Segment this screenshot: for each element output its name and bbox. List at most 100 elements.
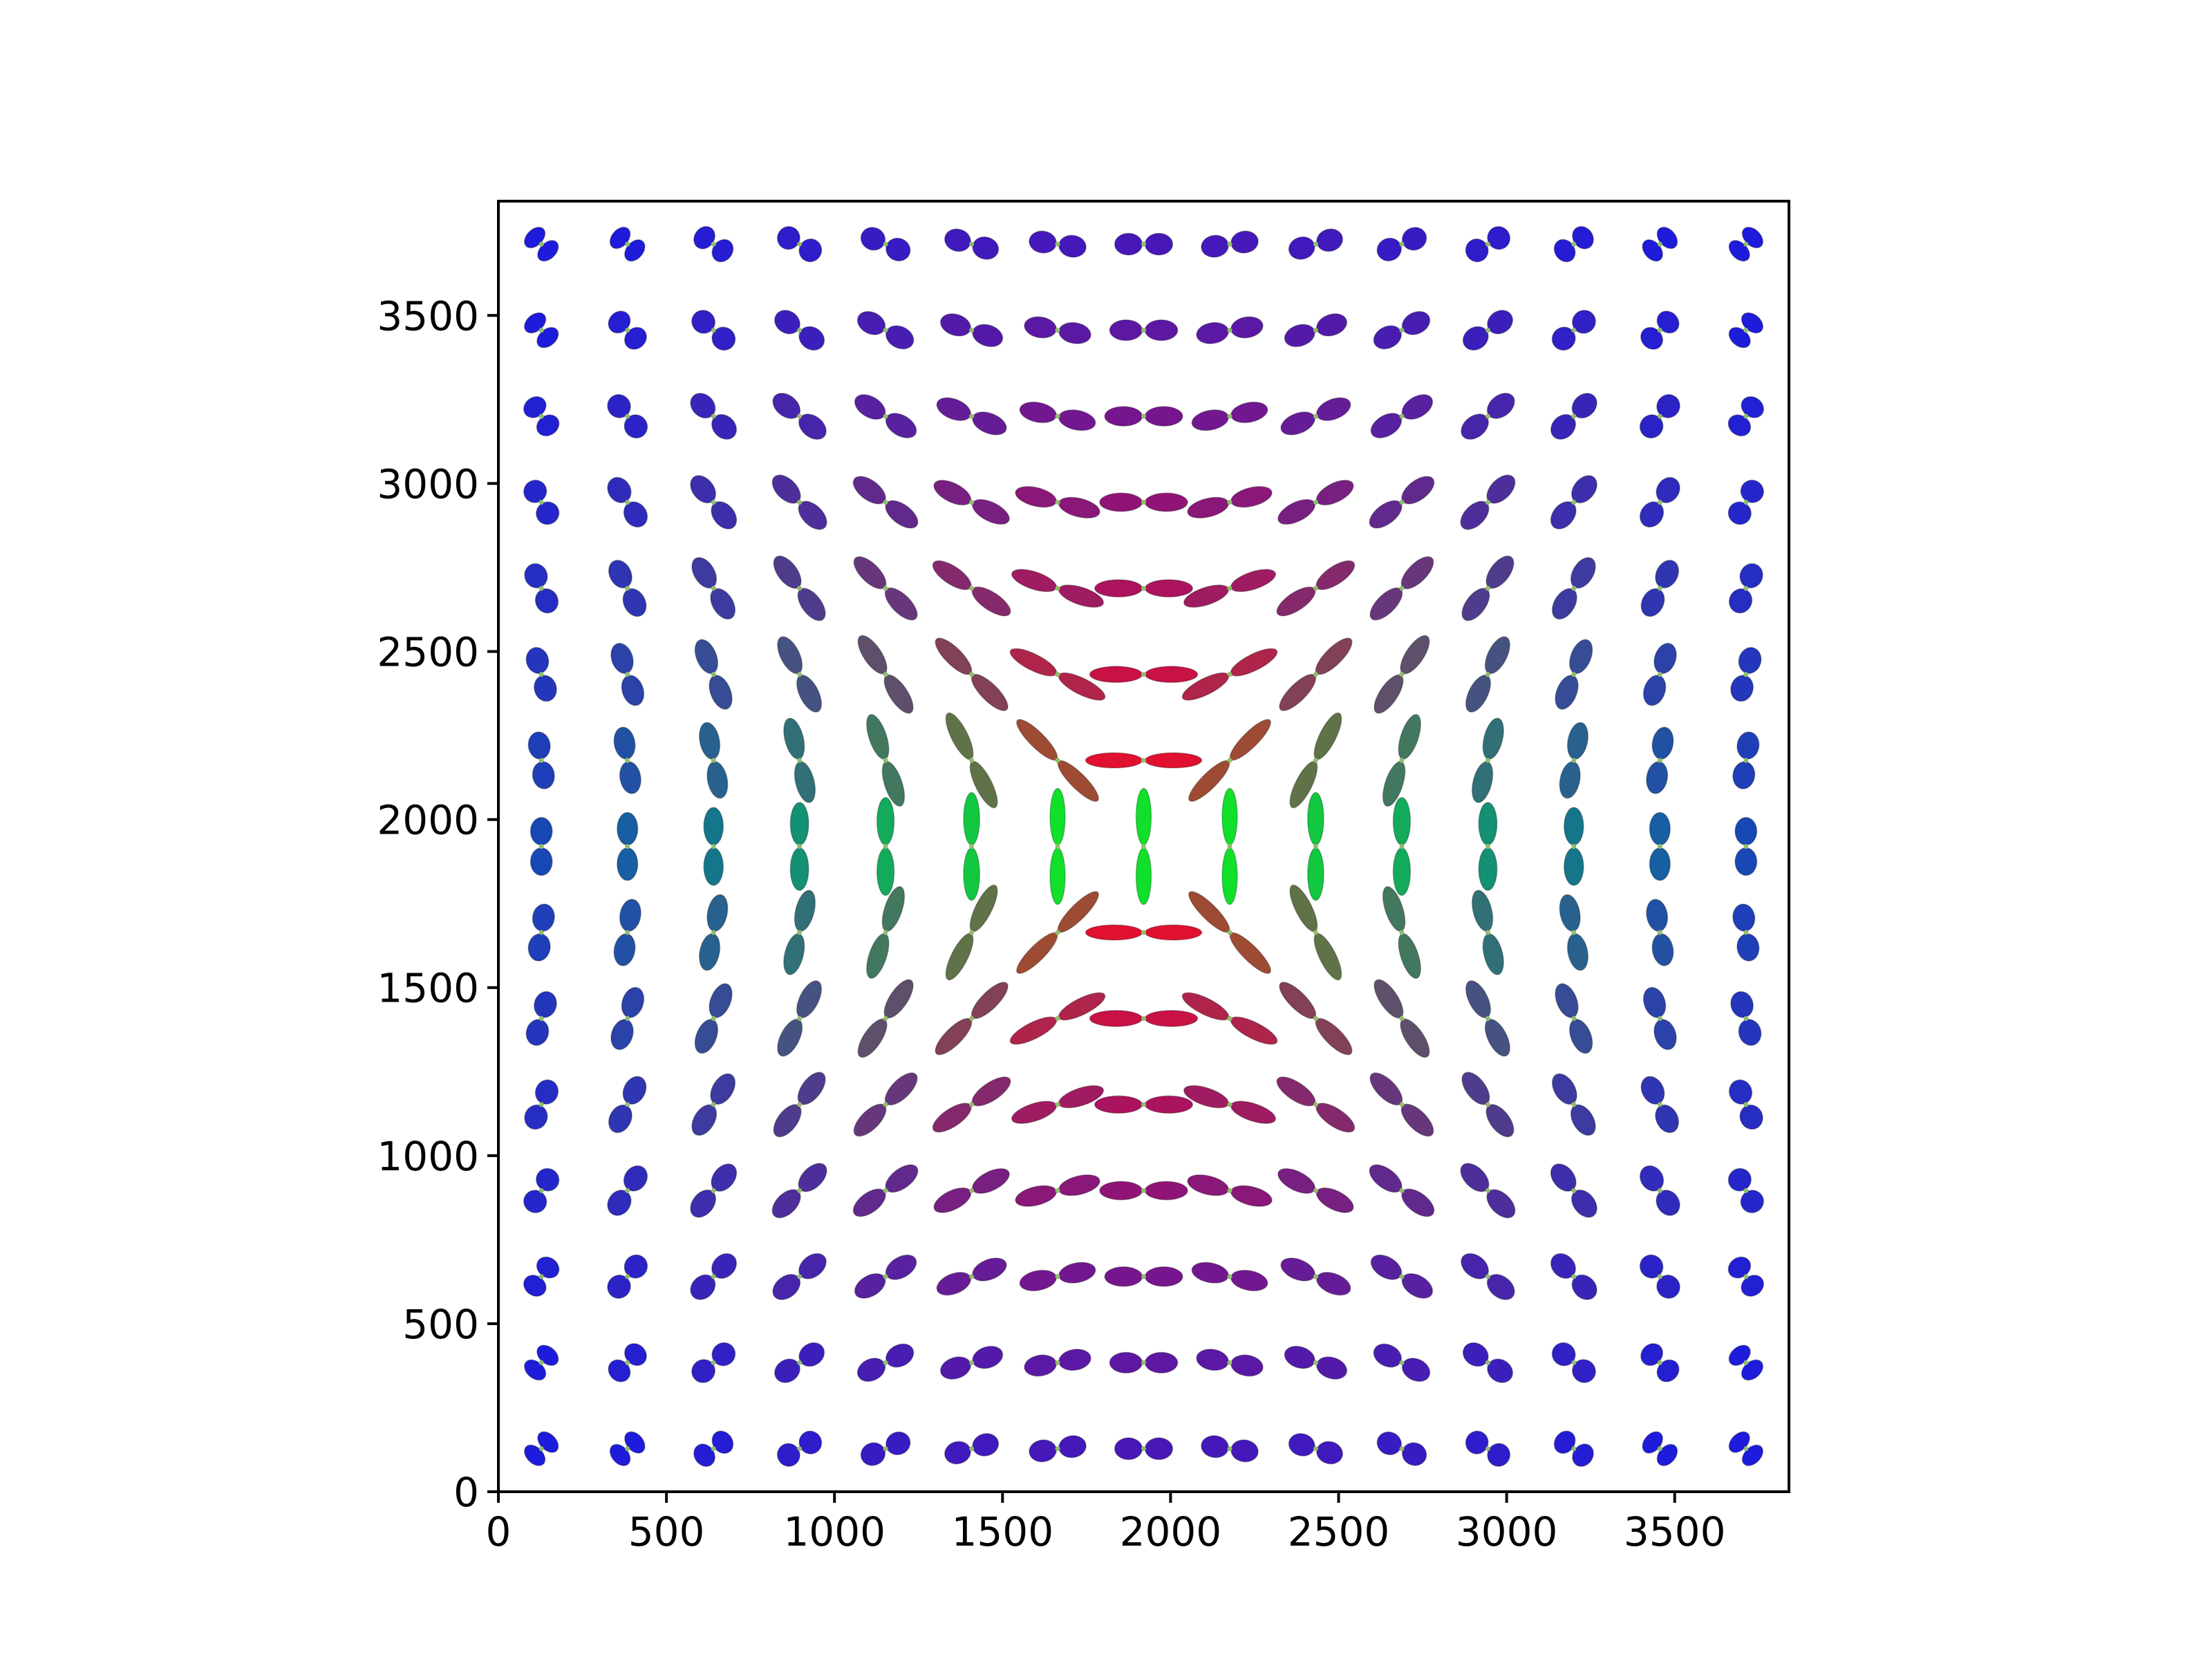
glyph-lobe bbox=[1728, 240, 1750, 262]
glyph-center bbox=[1571, 585, 1577, 591]
orientation-glyph bbox=[1461, 555, 1515, 621]
glyph-center bbox=[625, 241, 630, 247]
glyph-center bbox=[797, 1360, 803, 1365]
glyph-lobe bbox=[1049, 847, 1066, 906]
glyph-center bbox=[1399, 1360, 1405, 1365]
glyph-center bbox=[625, 758, 630, 763]
orientation-glyph bbox=[1188, 719, 1271, 802]
glyph-lobe bbox=[1478, 802, 1498, 846]
glyph-center bbox=[625, 1360, 630, 1365]
glyph-center bbox=[711, 1188, 716, 1193]
glyph-lobe bbox=[1058, 1085, 1105, 1109]
orientation-glyph bbox=[1104, 406, 1183, 427]
orientation-glyph bbox=[1550, 1253, 1597, 1300]
glyph-center bbox=[1743, 844, 1749, 849]
orientation-glyph bbox=[1728, 226, 1764, 262]
glyph-center bbox=[1571, 241, 1577, 247]
glyph-lobe bbox=[1024, 316, 1057, 339]
orientation-glyph bbox=[690, 393, 738, 440]
orientation-glyph bbox=[1016, 891, 1099, 974]
orientation-glyph bbox=[1369, 1164, 1435, 1217]
orientation-glyph bbox=[853, 1072, 918, 1137]
glyph-center bbox=[1657, 1015, 1662, 1021]
orientation-glyph bbox=[853, 556, 918, 621]
orientation-glyph bbox=[1471, 890, 1504, 975]
glyph-lobe bbox=[1049, 787, 1066, 846]
glyph-lobe bbox=[524, 563, 548, 589]
orientation-glyph bbox=[773, 1071, 826, 1138]
orientation-glyph bbox=[1727, 479, 1765, 525]
glyph-lobe bbox=[1400, 1103, 1434, 1137]
orientation-glyph bbox=[1221, 787, 1238, 906]
glyph-center bbox=[969, 241, 975, 247]
glyph-center bbox=[797, 1446, 803, 1452]
glyph-lobe bbox=[1144, 232, 1174, 256]
orientation-glyph bbox=[1029, 230, 1087, 258]
glyph-center bbox=[1485, 1102, 1490, 1107]
glyph-center bbox=[625, 930, 630, 935]
orientation-glyph bbox=[524, 1079, 559, 1130]
glyph-center bbox=[1571, 328, 1577, 333]
orientation-glyph bbox=[933, 480, 1010, 525]
glyph-center bbox=[1141, 758, 1146, 763]
glyph-lobe bbox=[1114, 232, 1143, 256]
x-tick-label: 500 bbox=[628, 1508, 705, 1555]
glyph-center bbox=[538, 500, 544, 505]
glyph-lobe bbox=[523, 226, 546, 249]
glyph-center bbox=[625, 413, 630, 419]
glyph-center bbox=[1485, 844, 1490, 849]
glyph-center bbox=[1313, 930, 1318, 935]
glyph-center bbox=[1055, 1360, 1060, 1365]
orientation-glyph bbox=[1015, 1174, 1100, 1207]
orientation-glyph bbox=[691, 556, 736, 620]
orientation-glyph bbox=[1201, 1435, 1259, 1463]
orientation-glyph bbox=[1730, 646, 1762, 702]
glyph-center bbox=[1571, 930, 1577, 935]
orientation-glyph bbox=[857, 635, 914, 714]
orientation-glyph bbox=[1376, 227, 1427, 262]
orientation-glyph bbox=[1728, 1079, 1763, 1130]
orientation-glyph bbox=[1280, 1257, 1351, 1296]
glyph-center bbox=[883, 1102, 888, 1107]
glyph-center bbox=[1399, 1015, 1405, 1021]
orientation-glyph bbox=[1104, 1266, 1183, 1287]
glyph-center bbox=[883, 585, 888, 591]
glyph-center bbox=[1313, 1188, 1318, 1193]
orientation-glyph bbox=[1551, 1073, 1596, 1136]
orientation-glyph bbox=[691, 1342, 736, 1383]
glyph-center bbox=[625, 1102, 630, 1107]
glyph-center bbox=[1399, 241, 1405, 247]
orientation-glyph bbox=[1465, 636, 1510, 713]
orientation-glyph bbox=[1024, 316, 1091, 344]
glyph-center bbox=[1743, 1446, 1749, 1452]
glyph-lobe bbox=[1655, 1104, 1680, 1134]
glyph-lobe bbox=[1315, 1271, 1351, 1296]
y-tick-label: 1500 bbox=[377, 965, 479, 1012]
orientation-glyph bbox=[1462, 310, 1514, 351]
glyph-center bbox=[625, 844, 630, 849]
orientation-glyph bbox=[1089, 1009, 1199, 1027]
glyph-center bbox=[969, 758, 975, 763]
glyph-center bbox=[711, 930, 716, 935]
orientation-glyph bbox=[1183, 569, 1277, 608]
orientation-glyph bbox=[776, 1430, 823, 1468]
glyph-lobe bbox=[1144, 579, 1194, 598]
y-tick-label: 2000 bbox=[377, 797, 479, 844]
orientation-glyph bbox=[932, 560, 1011, 617]
glyph-center bbox=[1485, 1274, 1490, 1280]
orientation-glyph bbox=[524, 563, 559, 614]
glyph-lobe bbox=[1104, 1266, 1143, 1287]
orientation-glyph bbox=[1640, 310, 1680, 350]
glyph-center bbox=[1571, 1446, 1577, 1452]
orientation-glyph bbox=[690, 1253, 738, 1300]
orientation-glyph bbox=[694, 639, 733, 710]
orientation-glyph bbox=[608, 559, 647, 617]
y-tick-label: 3500 bbox=[377, 292, 479, 339]
glyph-center bbox=[1313, 585, 1318, 591]
orientation-glyph bbox=[963, 791, 981, 901]
glyph-center bbox=[883, 672, 888, 677]
orientation-glyph bbox=[939, 313, 1004, 348]
glyph-center bbox=[969, 413, 975, 419]
orientation-glyph bbox=[854, 1254, 917, 1299]
orientation-glyph bbox=[771, 1163, 827, 1219]
